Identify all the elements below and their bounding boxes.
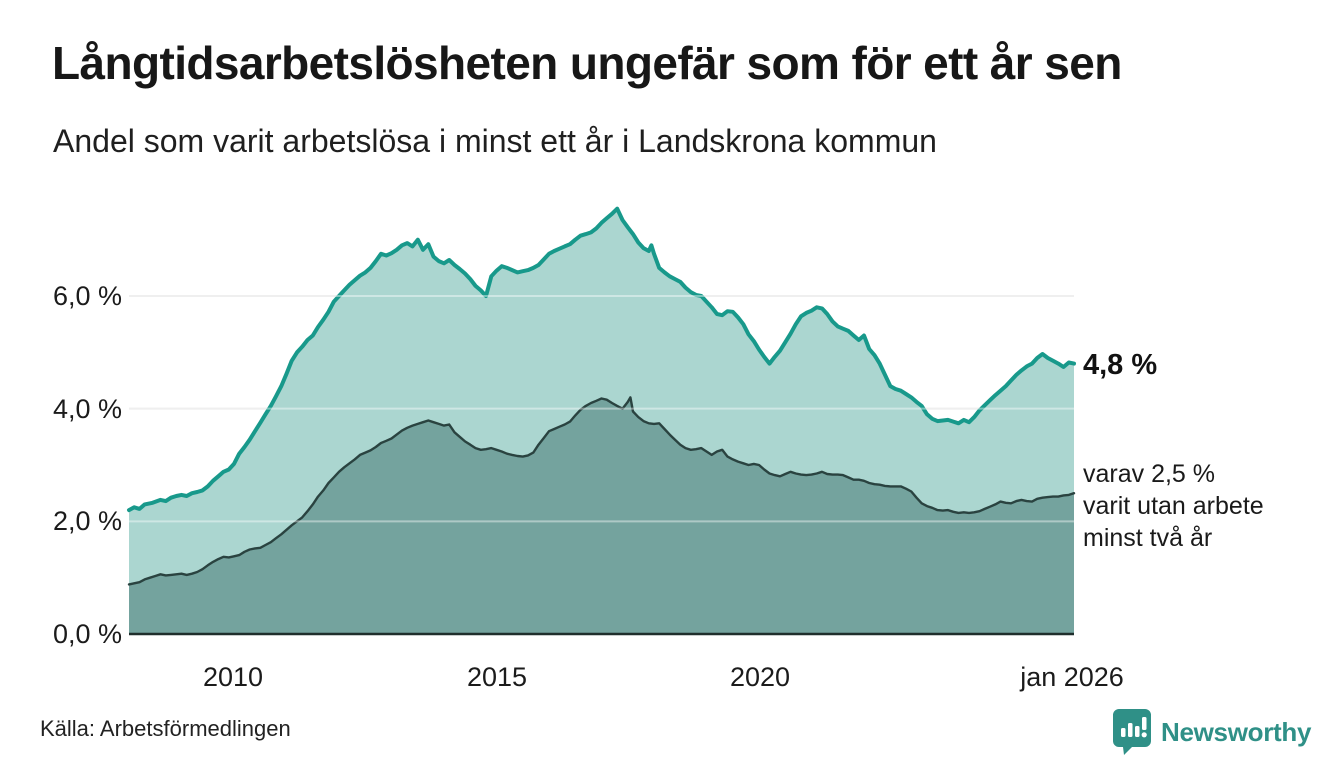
- series2-line: [127, 396, 1076, 586]
- source-credit: Källa: Arbetsförmedlingen: [40, 716, 291, 741]
- y-tick-label-2: 2,0 %: [52, 506, 122, 536]
- series2-annotation: varav 2,5 % varit utan arbete minst två …: [1083, 458, 1264, 554]
- series2-annotation-line-1: varav 2,5 %: [1083, 460, 1216, 488]
- gridline-overlays: [129, 295, 1074, 523]
- page-title: Långtidsarbetslösheten ungefär som för e…: [52, 37, 1122, 89]
- series1-end-value-label: 4,8 %: [1083, 349, 1158, 381]
- series2-annotation-line-3: minst två år: [1083, 524, 1213, 552]
- page-subtitle: Andel som varit arbetslösa i minst ett å…: [53, 123, 937, 159]
- y-tick-label-6: 6,0 %: [52, 281, 122, 311]
- series1-line: [127, 206, 1076, 513]
- newsworthy-logo[interactable]: Newsworthy: [1112, 708, 1311, 756]
- x-tick-label-jan2026: jan 2026: [1020, 662, 1124, 692]
- y-tick-label-4: 4,0 %: [52, 394, 122, 424]
- newsworthy-wordmark: Newsworthy: [1161, 716, 1312, 747]
- series2-area-fill: [129, 397, 1074, 634]
- x-tick-label-2010: 2010: [202, 662, 264, 692]
- x-tick-label-2015: 2015: [466, 662, 528, 692]
- x-tick-label-2020: 2020: [729, 662, 791, 692]
- newsworthy-icon: [1113, 709, 1151, 755]
- y-tick-label-0: 0,0 %: [52, 619, 122, 649]
- series2-annotation-line-2: varit utan arbete: [1083, 492, 1264, 520]
